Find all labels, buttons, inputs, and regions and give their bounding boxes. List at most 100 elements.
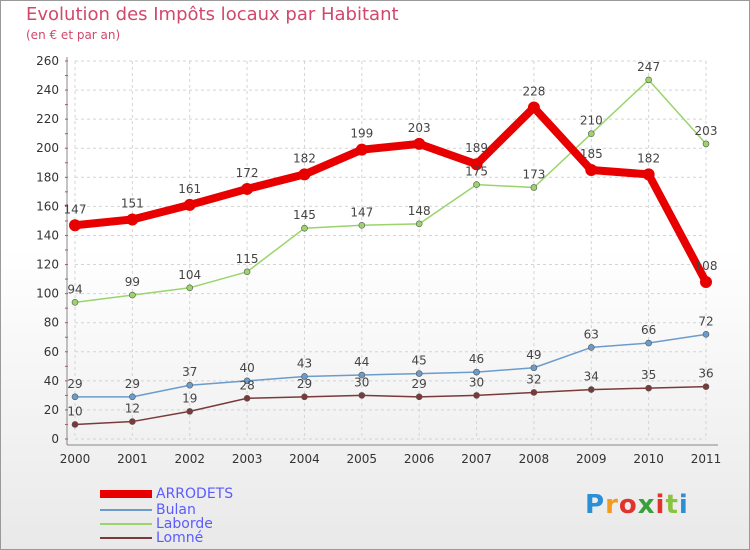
- data-point: [243, 377, 251, 385]
- x-tick-label: 2002: [174, 452, 205, 466]
- data-point: [71, 421, 79, 428]
- y-tick-label: 40: [44, 374, 59, 388]
- data-point: [700, 275, 712, 288]
- data-point: [243, 268, 251, 276]
- data-label: 34: [584, 370, 599, 384]
- x-tick-label: 2009: [576, 452, 607, 466]
- data-point: [645, 339, 652, 347]
- data-point: [530, 184, 538, 191]
- data-point: [415, 220, 423, 228]
- x-tick-label: 2005: [347, 452, 378, 466]
- data-label: 228: [522, 85, 545, 99]
- legend-item: Bulan: [100, 502, 196, 518]
- logo-letter: o: [618, 490, 638, 520]
- data-label: 12: [125, 402, 140, 416]
- data-label: 28: [239, 378, 254, 392]
- y-tick-label: 20: [44, 403, 59, 417]
- data-point: [186, 408, 194, 415]
- data-point: [183, 198, 196, 211]
- y-tick-label: 240: [36, 83, 59, 97]
- data-label: 30: [469, 375, 484, 389]
- data-label: 161: [178, 182, 201, 196]
- data-label: 49: [526, 348, 541, 362]
- logo-letter: i: [655, 490, 666, 520]
- series-line-lomné: [74, 385, 707, 426]
- x-tick-label: 2010: [633, 452, 664, 466]
- data-label: 247: [637, 60, 660, 74]
- y-tick-label: 80: [44, 316, 59, 330]
- logo-letter: r: [605, 490, 619, 520]
- y-tick-label: 100: [36, 287, 59, 301]
- data-point: [645, 76, 652, 84]
- data-label: 210: [580, 114, 603, 128]
- data-point: [645, 384, 652, 392]
- data-label: 72: [698, 314, 713, 328]
- data-point: [241, 182, 254, 195]
- data-label: 203: [408, 121, 431, 135]
- data-label: 172: [236, 166, 259, 180]
- data-label: 29: [297, 377, 312, 391]
- data-point: [527, 101, 540, 114]
- data-label: 29: [67, 377, 82, 391]
- y-tick-label: 140: [36, 228, 59, 242]
- data-point: [587, 344, 595, 351]
- data-point: [301, 393, 308, 401]
- data-point: [702, 331, 710, 338]
- data-point: [415, 393, 423, 401]
- x-tick-label: 2004: [289, 452, 320, 466]
- data-label: 37: [182, 365, 197, 379]
- data-label: 182: [637, 151, 660, 165]
- data-label: 29: [412, 377, 427, 391]
- data-label: 36: [698, 367, 713, 381]
- data-point: [413, 137, 426, 150]
- data-label: 203: [695, 124, 718, 138]
- data-point: [129, 393, 136, 401]
- legend-swatch: [100, 537, 152, 539]
- data-label: 115: [236, 252, 259, 266]
- data-point: [702, 383, 710, 390]
- legend-label: Bulan: [156, 502, 196, 518]
- data-point: [470, 158, 483, 171]
- data-label: 63: [584, 327, 599, 341]
- y-tick-label: 260: [36, 54, 59, 68]
- data-point: [355, 143, 368, 156]
- logo-letter: i: [678, 490, 689, 520]
- x-tick-label: 2000: [60, 452, 91, 466]
- data-point: [71, 393, 79, 401]
- data-label: 32: [526, 372, 541, 386]
- data-point: [530, 389, 538, 396]
- data-label: 30: [354, 375, 369, 389]
- data-label: 189: [465, 141, 488, 155]
- legend-swatch: [100, 523, 152, 525]
- data-point: [71, 299, 79, 306]
- y-tick-label: 60: [44, 345, 59, 359]
- series-line-laborde: [74, 79, 707, 304]
- chart-title: Evolution des Impôts locaux par Habitant: [26, 4, 399, 25]
- data-point: [642, 168, 655, 181]
- data-label: 43: [297, 356, 312, 370]
- proxiti-logo: Proxiti: [585, 490, 689, 520]
- data-label: 182: [293, 151, 316, 165]
- data-label: 145: [293, 208, 316, 222]
- data-point: [129, 418, 136, 425]
- chart-subtitle: (en € et par an): [26, 28, 121, 42]
- data-point: [129, 291, 136, 299]
- data-label: 46: [469, 352, 484, 366]
- data-point: [298, 168, 311, 181]
- data-point: [587, 386, 595, 393]
- data-point: [358, 392, 366, 399]
- data-label: 10: [67, 404, 82, 418]
- data-label: 104: [178, 268, 201, 282]
- data-label: 99: [125, 275, 140, 289]
- data-label: 185: [580, 147, 603, 161]
- y-tick-label: 120: [36, 258, 59, 272]
- series-line-bulan: [75, 333, 707, 398]
- data-label: 175: [465, 165, 488, 179]
- data-point: [587, 130, 595, 137]
- legend-label: Laborde: [156, 516, 213, 532]
- data-label: 147: [350, 205, 373, 219]
- data-label: 108: [695, 259, 718, 273]
- legend-label: Lomné: [156, 530, 204, 546]
- data-point: [358, 221, 366, 229]
